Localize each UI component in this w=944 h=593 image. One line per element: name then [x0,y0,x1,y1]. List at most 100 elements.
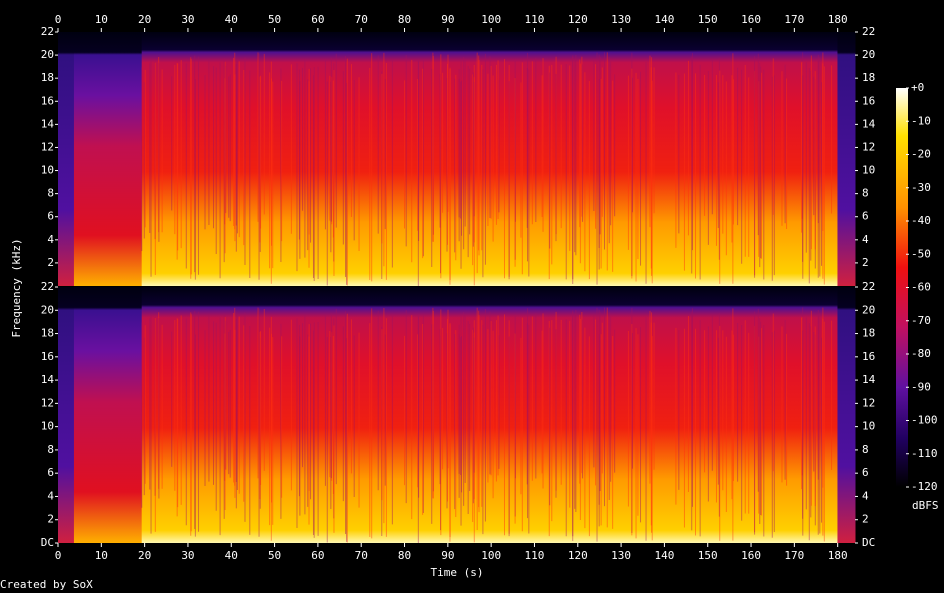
y-tick-label-right: 4 [862,233,869,246]
spectrum-region [141,287,838,543]
y-tick-label-right: 6 [862,210,869,223]
spectrum-region [58,287,75,543]
colorbar-tick-label: -120 [911,480,938,493]
y-tick-label-right: 18 [862,327,875,340]
colorbar [896,88,908,487]
y-tick-label: 4 [47,489,54,502]
x-tick-label-top: 80 [398,13,411,26]
x-tick-label-top: 10 [95,13,108,26]
x-tick-label-top: 110 [525,13,545,26]
x-tick-label: 30 [181,549,194,562]
x-tick-label-top: 130 [611,13,631,26]
colorbar-tick-label: -110 [911,447,938,460]
y-tick-label: 14 [41,373,55,386]
x-tick-label: 90 [441,549,454,562]
x-tick-label: 180 [828,549,848,562]
y-tick-label: 18 [41,327,54,340]
y-tick-label-right: 12 [862,140,875,153]
x-tick-label-top: 160 [741,13,761,26]
spectrum-region [141,32,838,286]
spectrum-region [837,32,856,286]
colorbar-tick-label: -10 [911,114,931,127]
y-tick-label: 8 [47,187,54,200]
colorbar-tick-label: -20 [911,148,931,161]
x-tick-label-top: 40 [225,13,238,26]
y-tick-label: 20 [41,48,54,61]
colorbar-label: dBFS [912,499,939,512]
y-tick-label: 6 [47,210,54,223]
y-tick-label: 20 [41,303,54,316]
x-tick-label: 110 [525,549,545,562]
y-tick-label-right: 10 [862,164,875,177]
x-tick-label: 50 [268,549,281,562]
y-tick-label: 8 [47,443,54,456]
x-tick-label-top: 140 [654,13,674,26]
x-tick-label-top: 30 [181,13,194,26]
x-tick-label-top: 60 [311,13,324,26]
y-tick-label: 14 [41,117,55,130]
x-tick-label-top: 180 [828,13,848,26]
colorbar-tick-label: -40 [911,214,931,227]
x-tick-label: 150 [698,549,718,562]
spectrum-region [73,287,143,543]
y-tick-label: 22 [41,280,54,293]
colorbar-tick-label: -60 [911,281,931,294]
y-tick-label: 2 [47,256,54,269]
colorbar-tick-label: -50 [911,247,931,260]
x-tick-label: 0 [55,549,62,562]
colorbar-tick-label: -80 [911,347,931,360]
y-tick-label-right: 22 [862,25,875,38]
y-tick-label-right: 6 [862,466,869,479]
x-tick-label-top: 90 [441,13,454,26]
x-tick-label-top: 100 [481,13,501,26]
y-tick-label: 12 [41,396,54,409]
x-axis-label: Time (s) [431,566,484,579]
y-tick-label: 18 [41,71,54,84]
spectrum-region [837,287,856,543]
x-tick-label-top: 0 [55,13,62,26]
x-tick-label: 70 [355,549,368,562]
x-tick-label: 170 [784,549,804,562]
x-tick-label-top: 50 [268,13,281,26]
x-tick-label-top: 20 [138,13,151,26]
y-tick-label-right: 2 [862,513,869,526]
footer: Created by SoX [0,578,93,591]
x-tick-label-top: 70 [355,13,368,26]
x-tick-label: 10 [95,549,108,562]
y-tick-label-right: 2 [862,256,869,269]
colorbar-tick-label: -30 [911,181,931,194]
y-tick-label: 12 [41,140,54,153]
x-tick-label: 100 [481,549,501,562]
y-tick-label-right: 22 [862,280,875,293]
y-tick-label: 16 [41,94,54,107]
y-tick-label-right: 14 [862,373,876,386]
spectrum-region [58,32,75,286]
y-tick-label: DC [41,536,54,549]
y-tick-label-right: 14 [862,117,876,130]
colorbar-tick-label: +0 [911,81,924,94]
x-tick-label: 160 [741,549,761,562]
y-tick-label: 4 [47,233,54,246]
x-tick-label: 80 [398,549,411,562]
x-tick-label-top: 120 [568,13,588,26]
y-tick-label-right: 8 [862,187,869,200]
x-tick-label: 130 [611,549,631,562]
y-tick-label: 16 [41,350,54,363]
colorbar-tick-label: -100 [911,414,938,427]
y-tick-label-right: 8 [862,443,869,456]
spectrum-region [73,32,143,286]
x-tick-label: 20 [138,549,151,562]
colorbar-tick-label: -90 [911,380,931,393]
x-tick-label: 40 [225,549,238,562]
y-tick-label-right: 10 [862,420,875,433]
y-tick-label-right: 18 [862,71,875,84]
x-tick-label-top: 150 [698,13,718,26]
x-tick-label-top: 170 [784,13,804,26]
y-tick-label: 2 [47,513,54,526]
y-tick-label-right: 20 [862,48,875,61]
y-tick-label: 22 [41,25,54,38]
x-tick-label: 140 [654,549,674,562]
y-tick-label: 6 [47,466,54,479]
y-tick-label-right: DC [862,536,875,549]
